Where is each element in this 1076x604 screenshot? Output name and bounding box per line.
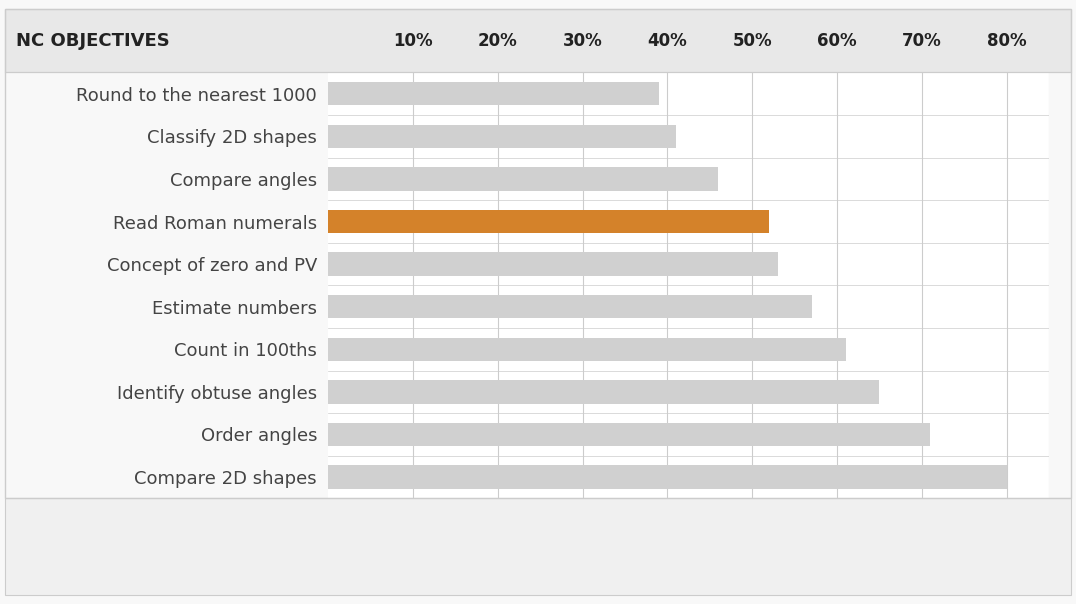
Bar — [328, 380, 879, 403]
Bar — [328, 423, 931, 446]
Text: 60%: 60% — [818, 32, 856, 50]
Text: 10%: 10% — [393, 32, 433, 50]
Text: 40%: 40% — [648, 32, 688, 50]
Bar — [328, 82, 659, 106]
Text: 30%: 30% — [563, 32, 603, 50]
Text: 50%: 50% — [733, 32, 773, 50]
Bar — [328, 167, 719, 191]
Bar — [328, 124, 676, 148]
Bar — [328, 210, 769, 233]
Bar — [328, 465, 1007, 489]
Bar — [328, 338, 846, 361]
Bar — [328, 252, 778, 276]
Text: 70%: 70% — [902, 32, 942, 50]
Bar — [328, 295, 811, 318]
Text: NC OBJECTIVES: NC OBJECTIVES — [16, 32, 170, 50]
Text: 80%: 80% — [987, 32, 1027, 50]
Text: 20%: 20% — [478, 32, 518, 50]
